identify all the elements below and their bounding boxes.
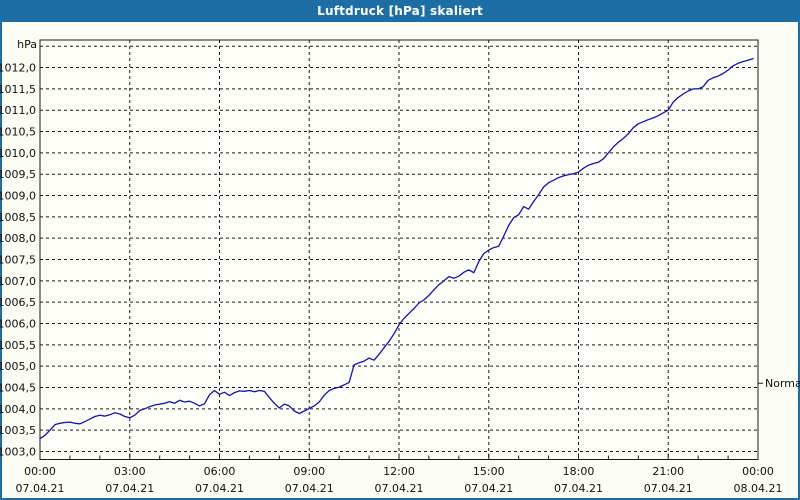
y-tick-label: 1010,5	[0, 126, 36, 139]
x-tick-date: 08.04.21	[734, 482, 783, 495]
x-tick-date: 07.04.21	[105, 482, 154, 495]
y-axis-labels: 1003,0 1003,5 1004,0 1004,5 1005,0 1005,5 1006…	[0, 62, 36, 459]
x-tick-time: 03:00	[114, 465, 146, 478]
x-tick-time: 12:00	[383, 465, 415, 478]
y-tick-label: 1011,0	[0, 104, 36, 117]
y-tick-label: 1006,5	[0, 296, 36, 309]
y-tick-label: 1010,0	[0, 147, 36, 160]
pressure-series-line	[39, 57, 754, 440]
y-tick-label: 1012,0	[0, 62, 36, 75]
vertical-gridlines	[129, 40, 669, 460]
window-titlebar: Luftdruck [hPa] skaliert	[0, 0, 800, 22]
x-axis-ticks	[39, 453, 759, 460]
y-tick-label: 1007,0	[0, 275, 36, 288]
y-tick-label: 1004,0	[0, 403, 36, 416]
y-tick-label: 1005,5	[0, 339, 36, 352]
y-tick-label: 1007,5	[0, 254, 36, 267]
y-tick-label: 1004,5	[0, 382, 36, 395]
x-tick-time: 21:00	[652, 465, 684, 478]
y-tick-label: 1008,5	[0, 211, 36, 224]
y-tick-label: 1005,0	[0, 360, 36, 373]
normal-marker: Normal	[758, 377, 800, 390]
x-tick-time: 09:00	[293, 465, 325, 478]
y-axis-unit-label: hPa	[17, 38, 37, 51]
x-tick-date: 07.04.21	[644, 482, 693, 495]
x-tick-date: 07.04.21	[464, 482, 513, 495]
normal-label: Normal	[765, 377, 800, 390]
x-tick-time: 00:00	[24, 465, 56, 478]
y-tick-label: 1003,0	[0, 446, 36, 459]
x-tick-time: 18:00	[563, 465, 595, 478]
y-tick-label: 1009,5	[0, 168, 36, 181]
x-tick-date: 07.04.21	[195, 482, 244, 495]
x-tick-date: 07.04.21	[285, 482, 334, 495]
x-tick-time: 15:00	[473, 465, 505, 478]
window-title: Luftdruck [hPa] skaliert	[317, 4, 483, 18]
x-tick-time: 00:00	[742, 465, 774, 478]
x-tick-date: 07.04.21	[16, 482, 65, 495]
y-tick-label: 1011,5	[0, 83, 36, 96]
y-tick-label: 1008,0	[0, 232, 36, 245]
x-tick-date: 07.04.21	[375, 482, 424, 495]
x-tick-date: 07.04.21	[554, 482, 603, 495]
y-tick-label: 1003,5	[0, 424, 36, 437]
x-tick-time: 06:00	[204, 465, 236, 478]
y-tick-label: 1009,0	[0, 190, 36, 203]
y-tick-label: 1006,0	[0, 318, 36, 331]
x-axis-labels: 00:00 07.04.21 03:00 07.04.21 06:00 07.04.21 0…	[16, 465, 783, 495]
